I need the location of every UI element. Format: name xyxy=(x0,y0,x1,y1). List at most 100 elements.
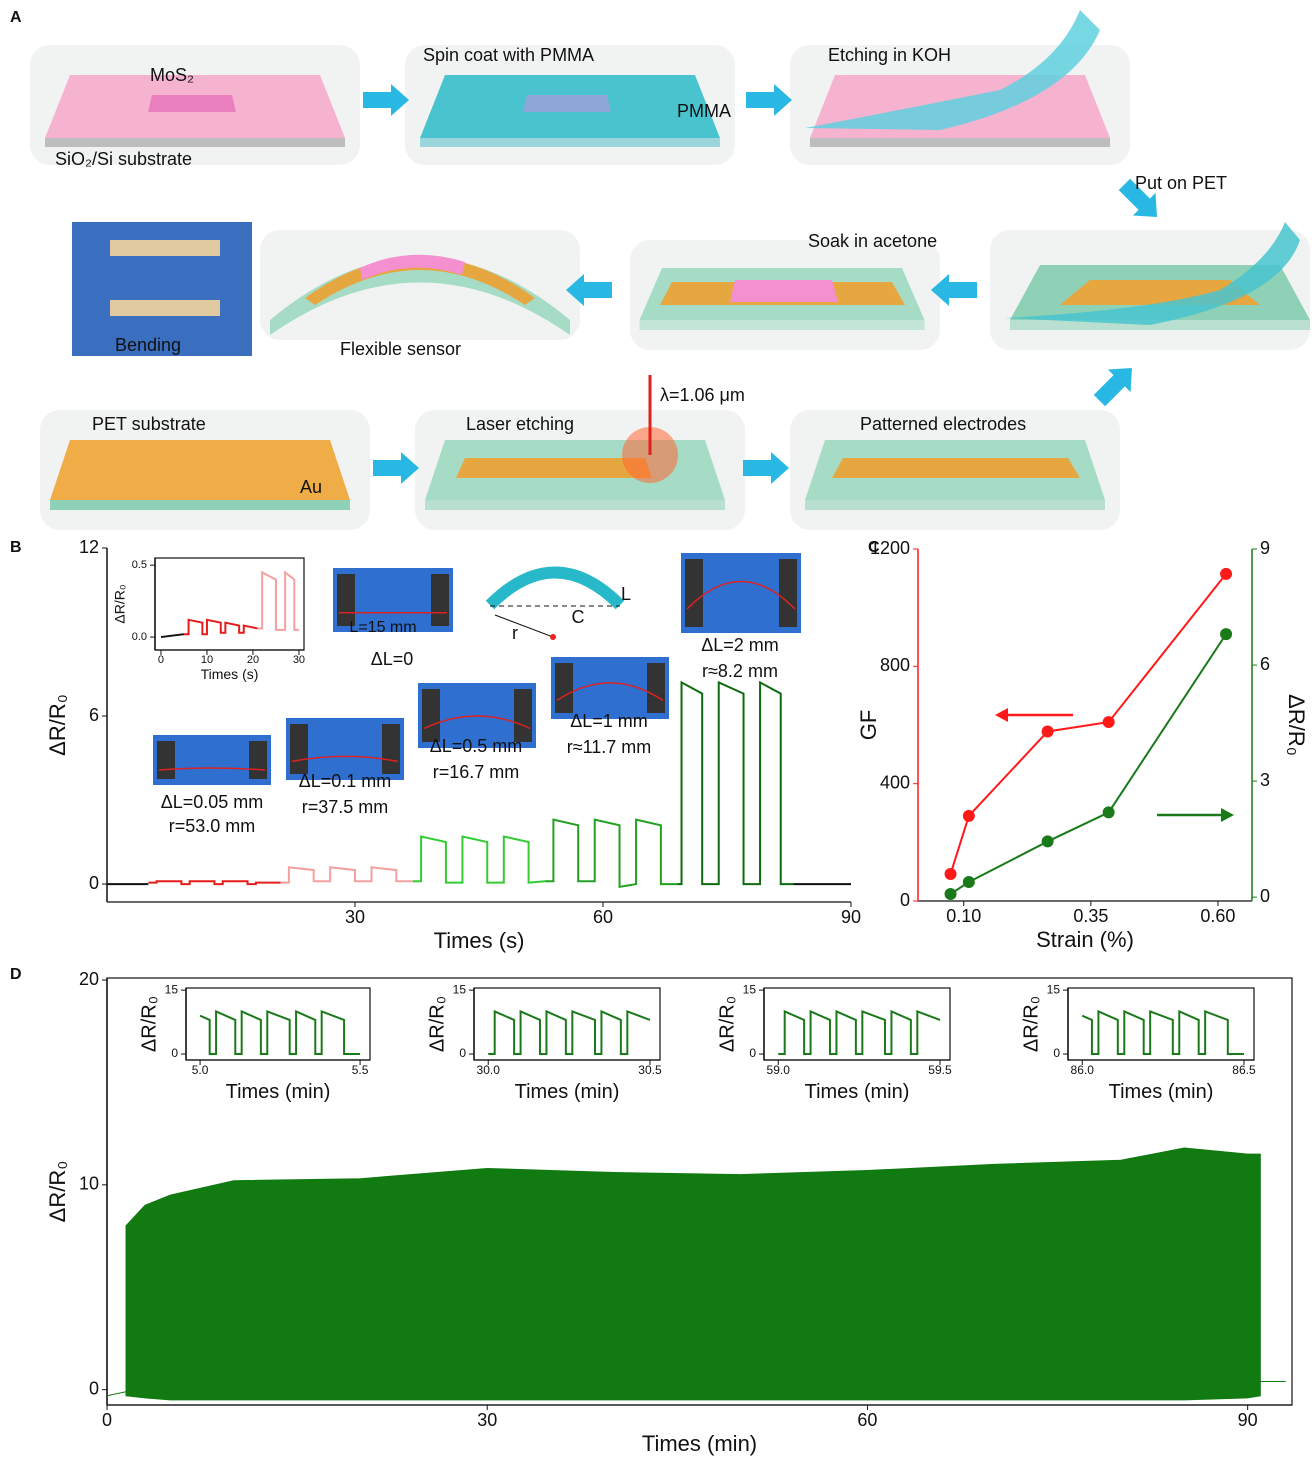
slab-side xyxy=(50,500,350,510)
x-tick-label: 59.0 xyxy=(767,1063,791,1077)
panel-label: B xyxy=(10,539,22,556)
y2-tick-label: 9 xyxy=(1260,538,1270,558)
y2-tick-label: 6 xyxy=(1260,654,1270,674)
x-tick-label: 59.5 xyxy=(928,1063,952,1077)
y-tick-label: 15 xyxy=(743,982,757,996)
x-tick-label: 20 xyxy=(247,654,259,666)
x-tick-label: 10 xyxy=(201,654,213,666)
x-tick-label: 0.35 xyxy=(1073,906,1108,926)
photo-strip xyxy=(110,240,220,256)
x-tick-label: 86.5 xyxy=(1232,1063,1256,1077)
slab-side xyxy=(45,138,345,147)
y-tick-label: 15 xyxy=(165,982,179,996)
x-axis-label: Times (min) xyxy=(805,1081,910,1103)
series-marker xyxy=(1042,725,1054,737)
series-line xyxy=(951,574,1227,874)
annotation: r≈11.7 mm xyxy=(567,737,652,757)
photo-clamp xyxy=(514,689,532,742)
mos2-flake xyxy=(148,95,236,112)
y-axis-label: ΔR/R₀ xyxy=(138,996,160,1052)
series-line xyxy=(281,867,413,882)
x-tick-label: 60 xyxy=(857,1410,877,1430)
photo-strip xyxy=(110,300,220,316)
x-tick-label: 5.0 xyxy=(192,1063,209,1077)
signal-band xyxy=(107,1148,1286,1400)
annotation: r=37.5 mm xyxy=(302,797,389,817)
series-line xyxy=(200,1011,360,1054)
x-axis-label: Times (min) xyxy=(226,1081,331,1103)
annotation: ΔL=0.05 mm xyxy=(161,792,264,812)
series-line xyxy=(951,634,1227,894)
photo-clamp xyxy=(555,663,573,713)
slab-side xyxy=(420,138,720,147)
schematic-label: Laser etching xyxy=(466,414,574,434)
y-axis-label: ΔR/R₀ xyxy=(716,996,738,1052)
y2-axis-label: ΔR/R₀ xyxy=(1284,694,1309,756)
schematic-label: λ=1.06 μm xyxy=(660,385,745,405)
y-tick-label: 0 xyxy=(89,873,99,893)
y2-tick-label: 0 xyxy=(1260,886,1270,906)
photo-clamp xyxy=(779,559,797,627)
y-tick-label: 1200 xyxy=(870,538,910,558)
y-tick-label: 800 xyxy=(880,655,910,675)
electrode xyxy=(456,458,652,478)
x-tick-label: 5.5 xyxy=(352,1063,369,1077)
series-line xyxy=(1082,1011,1244,1054)
y-tick-label: 0.5 xyxy=(132,559,147,571)
y-tick-label: 0 xyxy=(900,890,910,910)
x-axis-label: Times (min) xyxy=(642,1431,757,1456)
figure: MoS₂SiO₂/Si substrateSpin coat with PMMA… xyxy=(0,0,1312,1479)
series-marker xyxy=(945,868,957,880)
y-tick-label: 0 xyxy=(171,1046,178,1060)
process-arrow xyxy=(363,84,409,116)
series-marker xyxy=(963,876,975,888)
x-tick-label: 90 xyxy=(1238,1410,1258,1430)
photo-clamp xyxy=(382,724,400,774)
plot-frame xyxy=(155,558,304,650)
series-line xyxy=(148,881,280,884)
plot-frame xyxy=(186,988,370,1060)
x-axis-label: Times (min) xyxy=(515,1081,620,1103)
x-tick-label: 0 xyxy=(158,654,164,666)
x-axis-label: Times (s) xyxy=(201,666,259,682)
series-line xyxy=(778,1011,940,1054)
photo-clamp xyxy=(290,724,308,774)
annotation: L xyxy=(621,584,631,604)
y2-tick-label: 3 xyxy=(1260,770,1270,790)
series-line xyxy=(161,634,184,637)
y-tick-label: 0 xyxy=(89,1378,99,1398)
x-tick-label: 0.10 xyxy=(946,906,981,926)
bend-center xyxy=(550,634,556,640)
series-marker xyxy=(1042,835,1054,847)
series-marker xyxy=(963,810,975,822)
x-tick-label: 90 xyxy=(841,907,861,927)
schematic-label: Put on PET xyxy=(1135,173,1227,193)
series-line xyxy=(545,820,677,887)
y-tick-label: 15 xyxy=(453,982,467,996)
photo-clamp xyxy=(249,741,267,779)
x-axis-label: Strain (%) xyxy=(1036,927,1134,952)
schematic-label: MoS₂ xyxy=(150,65,194,85)
schematic-label: Bending xyxy=(115,335,181,355)
x-tick-label: 30.0 xyxy=(477,1063,501,1077)
process-arrow xyxy=(373,452,419,484)
y-axis-label: GF xyxy=(856,710,881,741)
x-axis-label: Times (min) xyxy=(1109,1081,1214,1103)
x-tick-label: 30.5 xyxy=(638,1063,662,1077)
x-tick-label: 60 xyxy=(593,907,613,927)
page: MoS₂SiO₂/Si substrateSpin coat with PMMA… xyxy=(0,0,1312,1479)
x-tick-label: 30 xyxy=(477,1410,497,1430)
photo-clamp xyxy=(157,741,175,779)
annotation: L=15 mm xyxy=(349,619,416,636)
annotation: ΔL=2 mm xyxy=(701,635,779,655)
series-line xyxy=(488,1011,650,1054)
process-arrow xyxy=(743,452,789,484)
series-marker xyxy=(1103,716,1115,728)
slab-side xyxy=(425,500,725,510)
slab-side xyxy=(810,138,1110,147)
annotation: r xyxy=(512,623,518,643)
mos2-flake xyxy=(523,95,611,112)
annotation: ΔL=1 mm xyxy=(570,711,648,731)
series-line xyxy=(184,620,258,634)
y-tick-label: 0 xyxy=(749,1046,756,1060)
